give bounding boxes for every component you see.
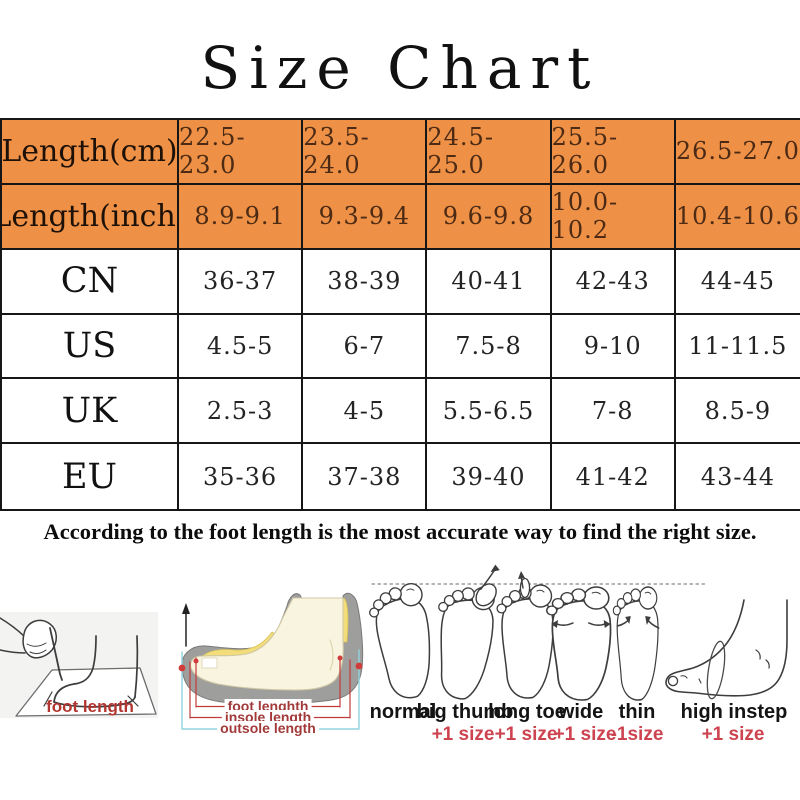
table-cell: 8.9-9.1 [179,184,304,250]
shoe-outsole-length-label: outsole length [217,721,319,736]
table-cell: 10.4-10.6 [675,184,800,250]
measuring-foot-diagram [0,612,158,718]
table-cell: 38-39 [303,249,428,315]
table-cell: 9.6-9.8 [427,184,552,250]
size-adjust-big-thumb: +1 size [431,724,495,745]
table-cell: 44-45 [675,249,800,315]
table-cell: 2.5-3 [179,379,304,445]
illustrations-art [0,564,788,730]
row-label-us: US [2,314,179,380]
table-cell: 37-38 [303,444,428,509]
foot-high-instep [665,599,788,700]
measuring-foot-length-label: foot length [46,697,134,716]
shoe-cross-section-diagram [178,592,364,730]
foot-thin [612,586,660,701]
table-cell: 11-11.5 [675,314,800,380]
size-table: Length(cm) 22.5-23.0 23.5-24.0 24.5-25.0… [0,118,800,511]
table-cell: 23.5-24.0 [303,120,428,185]
foot-type-label-wide: wide [558,701,604,723]
table-cell: 43-44 [675,444,800,509]
table-cell: 24.5-25.0 [427,120,552,185]
table-cell: 9.3-9.4 [303,184,428,250]
table-cell: 26.5-27.0 [675,120,800,185]
table-cell: 39-40 [427,444,552,509]
foot-normal [365,581,439,703]
instep-girth-loop [706,640,726,700]
foot-type-label-big-thumb: big thumb [416,701,514,723]
accuracy-note: According to the foot length is the most… [43,519,757,544]
page-title: Size Chart [200,34,600,102]
foot-type-label-thin: thin [618,701,656,723]
table-cell: 6-7 [303,314,428,380]
table-cell: 9-10 [551,314,676,380]
table-cell: 36-37 [179,249,304,315]
size-adjust-thin: -1size [610,724,664,745]
table-cell: 22.5-23.0 [179,120,304,185]
size-adjust-wide: +1 size [553,724,617,745]
table-cell: 7-8 [551,379,676,445]
table-cell: 7.5-8 [427,314,552,380]
size-adjust-long-toe: +1 size [494,724,558,745]
table-cell: 25.5-26.0 [551,120,676,185]
foot-long-toe [496,571,554,699]
foot-wide [545,586,612,701]
foot-type-label-high-instep: high instep [680,701,788,723]
table-cell: 10.0-10.2 [551,184,676,250]
table-cell: 8.5-9 [675,379,800,445]
row-label-length-cm: Length(cm) [1,120,179,185]
row-label-length-inch: Length(inch) [0,184,188,250]
foot-big-thumb [428,564,500,703]
row-label-eu: EU [2,444,179,509]
table-cell: 4-5 [303,379,428,445]
table-cell: 41-42 [551,444,676,509]
table-cell: 42-43 [551,249,676,315]
size-adjust-high-instep: +1 size [701,724,765,745]
table-cell: 40-41 [427,249,552,315]
table-cell: 4.5-5 [179,314,304,380]
table-cell: 35-36 [179,444,304,509]
row-label-cn: CN [2,249,179,315]
table-cell: 5.5-6.5 [427,379,552,445]
row-label-uk: UK [2,379,179,445]
foot-type-label-long-toe: long toe [488,701,566,723]
foot-type-label-normal: normal [369,701,437,723]
